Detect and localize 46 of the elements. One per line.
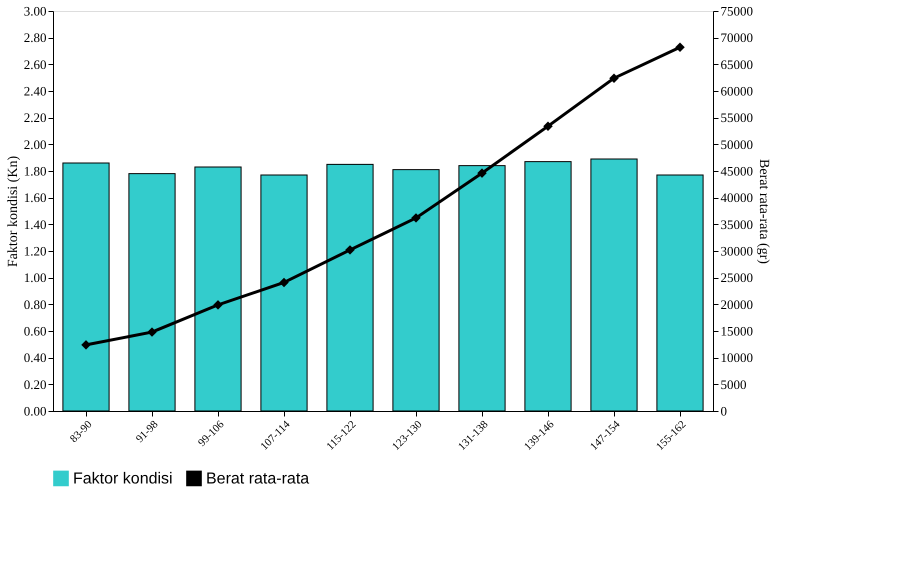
y2-tick-label: 45000: [720, 164, 753, 178]
y-tick-label: 0.60: [24, 324, 46, 338]
y2-tick-label: 10000: [720, 350, 753, 366]
y-tick-label: 0.20: [24, 376, 46, 392]
y-tick-label: 1.60: [24, 190, 46, 206]
y2-tick-label: 50000: [720, 136, 753, 152]
y2-tick-label: 40000: [720, 190, 753, 206]
y-tick-label: 1.00: [24, 270, 46, 286]
y2-tick-label: 75000: [720, 4, 753, 18]
y2-tick-label: 0: [720, 404, 727, 418]
point: [279, 278, 289, 288]
point: [345, 245, 355, 255]
point: [675, 42, 685, 52]
y-tick-label: 1.40: [24, 216, 46, 232]
y2-tick-label: 15000: [720, 324, 753, 338]
y-tick-label: 1.80: [24, 164, 46, 178]
y2-tick-label: 60000: [720, 84, 753, 98]
y-tick-label: 2.80: [24, 30, 46, 46]
y2-tick-label: 20000: [720, 296, 753, 312]
y2-tick-label: 65000: [720, 56, 753, 72]
y-tick-label: 0.00: [24, 404, 46, 418]
point: [81, 340, 91, 350]
point: [609, 73, 619, 83]
point: [543, 121, 553, 131]
y-tick-label: 2.60: [24, 56, 46, 72]
y-tick-label: 2.00: [24, 136, 46, 152]
point: [411, 213, 421, 223]
y-tick-label: 2.20: [24, 110, 46, 126]
y2-tick-label: 55000: [720, 110, 753, 126]
y2-axis-title: Berat rata-rata (gr): [756, 159, 771, 264]
y-axis-title: Faktor kondisi (Kn): [6, 156, 21, 268]
point: [213, 300, 223, 310]
y-tick-label: 3.00: [24, 4, 46, 18]
y2-tick-label: 70000: [720, 30, 753, 46]
y2-tick-label: 5000: [720, 376, 746, 392]
legend-label: Berat rata-rata: [206, 470, 310, 488]
y2-tick-label: 25000: [720, 270, 753, 286]
y-tick-label: 0.40: [24, 350, 46, 366]
point: [477, 168, 487, 178]
y2-tick-label: 35000: [720, 216, 753, 232]
y-tick-label: 2.40: [24, 84, 46, 98]
y-tick-label: 1.20: [24, 244, 46, 258]
point: [147, 327, 157, 337]
y2-tick-label: 30000: [720, 244, 753, 258]
y-tick-label: 0.80: [24, 296, 46, 312]
legend-label: Faktor kondisi: [73, 470, 173, 488]
